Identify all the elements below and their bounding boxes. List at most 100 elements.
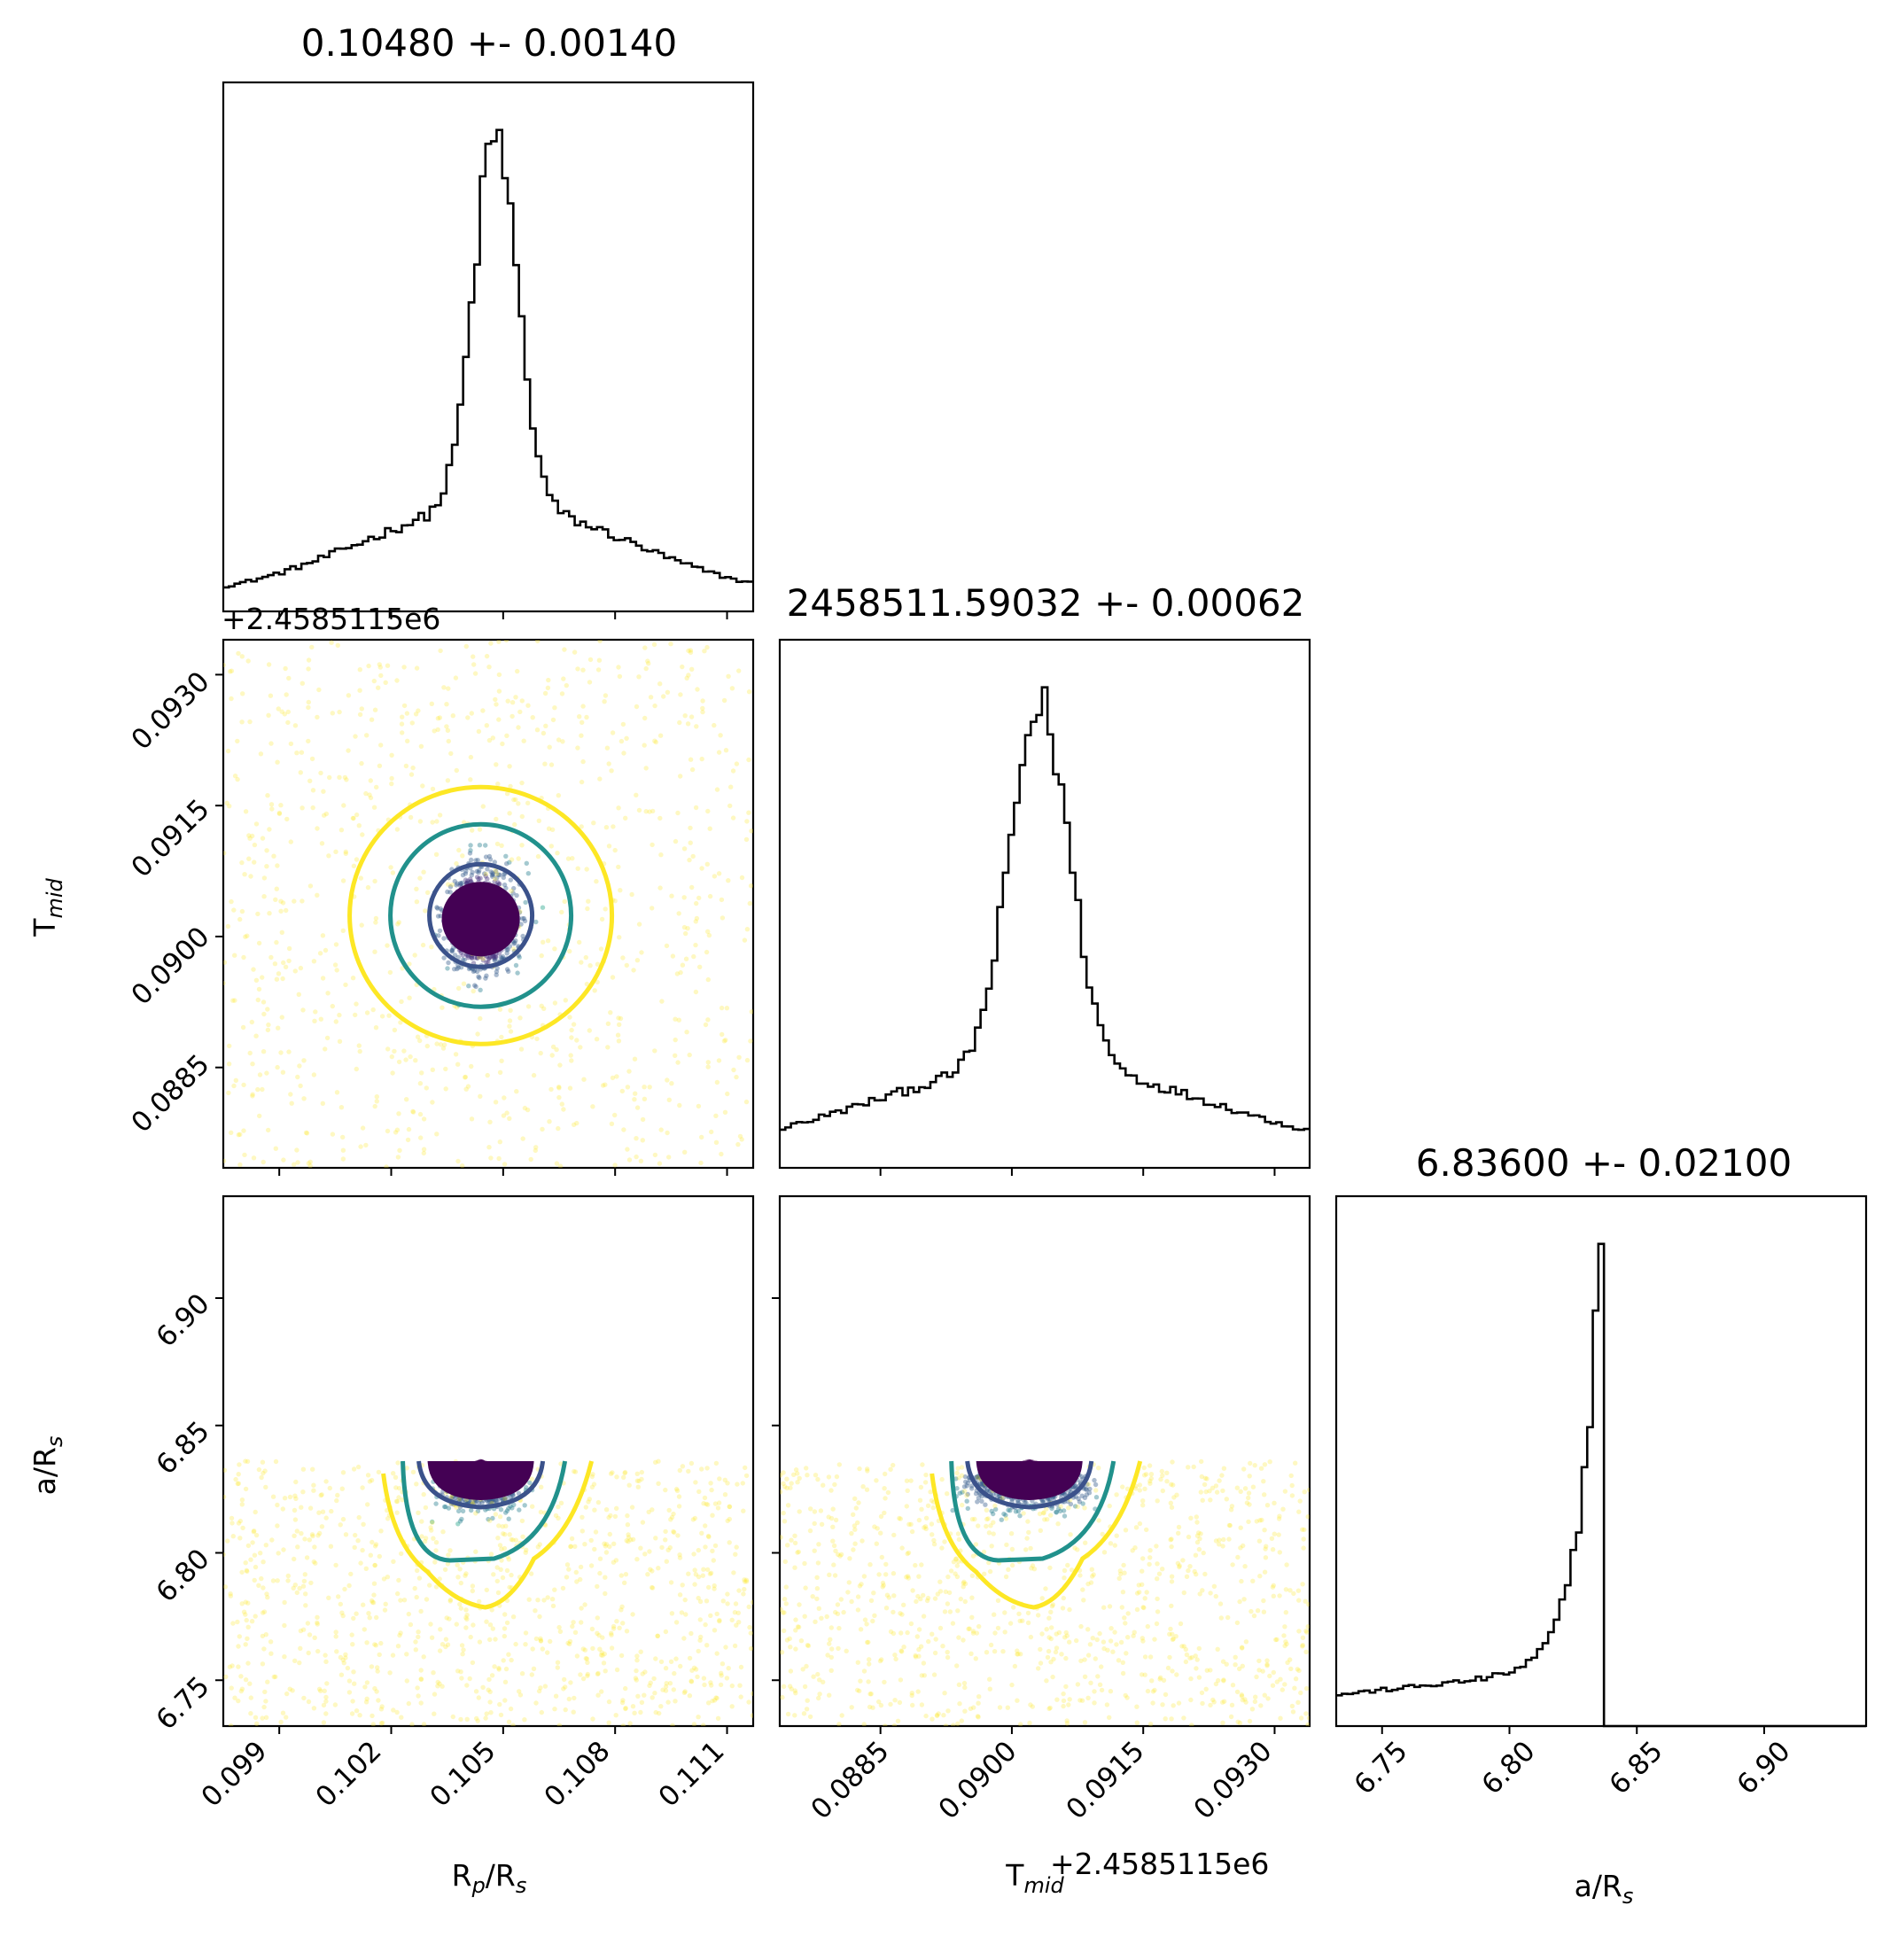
sample-point xyxy=(271,853,276,859)
sample-point xyxy=(416,1510,421,1516)
sample-point xyxy=(301,1058,307,1063)
sample-point xyxy=(487,1518,493,1523)
sample-point xyxy=(587,963,593,968)
sample-point xyxy=(727,803,733,809)
sample-point xyxy=(681,1636,687,1641)
sample-point xyxy=(246,833,252,838)
sample-point xyxy=(518,1046,525,1052)
sample-point xyxy=(699,756,704,762)
sample-point xyxy=(1003,1513,1008,1518)
sample-point xyxy=(463,1607,469,1613)
sample-point xyxy=(450,713,455,719)
sample-point xyxy=(643,766,649,771)
sample-point xyxy=(715,1505,721,1511)
sample-point xyxy=(311,1482,316,1488)
sample-point xyxy=(293,1496,299,1502)
sample-point xyxy=(243,809,249,814)
sample-point xyxy=(258,1551,263,1556)
sample-point xyxy=(581,1077,587,1082)
sample-point xyxy=(621,1474,626,1481)
sample-point xyxy=(432,1692,438,1697)
sample-point xyxy=(438,906,443,912)
sample-point xyxy=(250,1093,255,1099)
sample-point xyxy=(446,686,451,691)
sample-point xyxy=(233,1476,238,1482)
sample-point xyxy=(545,938,551,944)
sample-point xyxy=(504,951,510,956)
sample-point xyxy=(508,1029,514,1034)
sample-point xyxy=(239,654,245,659)
sample-point xyxy=(398,1598,403,1603)
sample-point xyxy=(638,1709,643,1715)
sample-point xyxy=(463,1573,468,1578)
sample-point xyxy=(463,871,469,876)
sample-point xyxy=(614,1074,619,1079)
sample-point xyxy=(600,1653,605,1658)
sample-point xyxy=(463,868,469,874)
sample-point xyxy=(550,717,556,723)
sample-point xyxy=(700,709,705,715)
sample-point xyxy=(416,1629,421,1635)
sample-point xyxy=(340,878,346,883)
sample-point xyxy=(244,1617,249,1623)
sample-point xyxy=(282,1496,288,1501)
panel-rp-hist xyxy=(222,81,755,613)
sample-point xyxy=(480,1684,486,1691)
sample-point xyxy=(235,1619,240,1625)
sample-point xyxy=(549,1597,556,1602)
sample-point xyxy=(497,1543,503,1548)
sample-point xyxy=(653,1709,658,1715)
sample-point xyxy=(363,790,369,797)
sample-point xyxy=(265,793,270,798)
sample-point xyxy=(603,1542,610,1547)
sample-point xyxy=(653,739,658,745)
sample-point xyxy=(712,1586,717,1591)
sample-point xyxy=(488,1710,494,1715)
sample-point xyxy=(743,1099,750,1105)
sample-point xyxy=(452,953,458,958)
sample-point xyxy=(229,898,234,905)
sample-point xyxy=(323,1479,329,1484)
sample-point xyxy=(406,1126,412,1132)
sample-point xyxy=(370,1007,376,1013)
sample-point xyxy=(615,1032,621,1038)
sample-point xyxy=(713,1139,720,1146)
sample-point xyxy=(266,1022,271,1028)
sample-point xyxy=(603,1082,608,1087)
sample-point xyxy=(268,741,274,746)
sample-point xyxy=(323,811,330,817)
sample-point xyxy=(634,1658,640,1663)
sample-point xyxy=(268,1639,274,1645)
sample-point xyxy=(740,1481,745,1486)
sample-point xyxy=(245,1543,252,1549)
sample-point xyxy=(414,665,420,671)
sample-point xyxy=(603,1550,610,1555)
sample-point xyxy=(719,1673,724,1678)
sample-point xyxy=(577,939,582,945)
sample-point xyxy=(252,1577,257,1583)
sample-point xyxy=(497,1701,502,1707)
sample-point xyxy=(423,1536,429,1541)
sample-point xyxy=(414,899,420,905)
sample-point xyxy=(487,1689,493,1695)
sample-point xyxy=(450,945,456,951)
sample-point xyxy=(335,1492,340,1498)
sample-point xyxy=(254,1721,260,1726)
sample-point xyxy=(229,1663,235,1668)
sample-point xyxy=(410,765,416,771)
sample-point xyxy=(370,1600,377,1606)
sample-point xyxy=(489,1673,495,1678)
sample-point xyxy=(351,1615,356,1622)
sample-point xyxy=(561,1686,566,1692)
sample-point xyxy=(731,1570,736,1575)
sample-point xyxy=(507,764,512,769)
sample-point xyxy=(513,797,518,803)
sample-point xyxy=(297,1063,302,1069)
sample-point xyxy=(603,1591,608,1597)
sample-point xyxy=(273,1674,278,1680)
sample-point xyxy=(515,668,520,674)
sample-point xyxy=(533,1145,539,1150)
sample-point xyxy=(237,1518,243,1524)
sample-point xyxy=(406,1611,411,1617)
sample-point xyxy=(689,766,696,773)
